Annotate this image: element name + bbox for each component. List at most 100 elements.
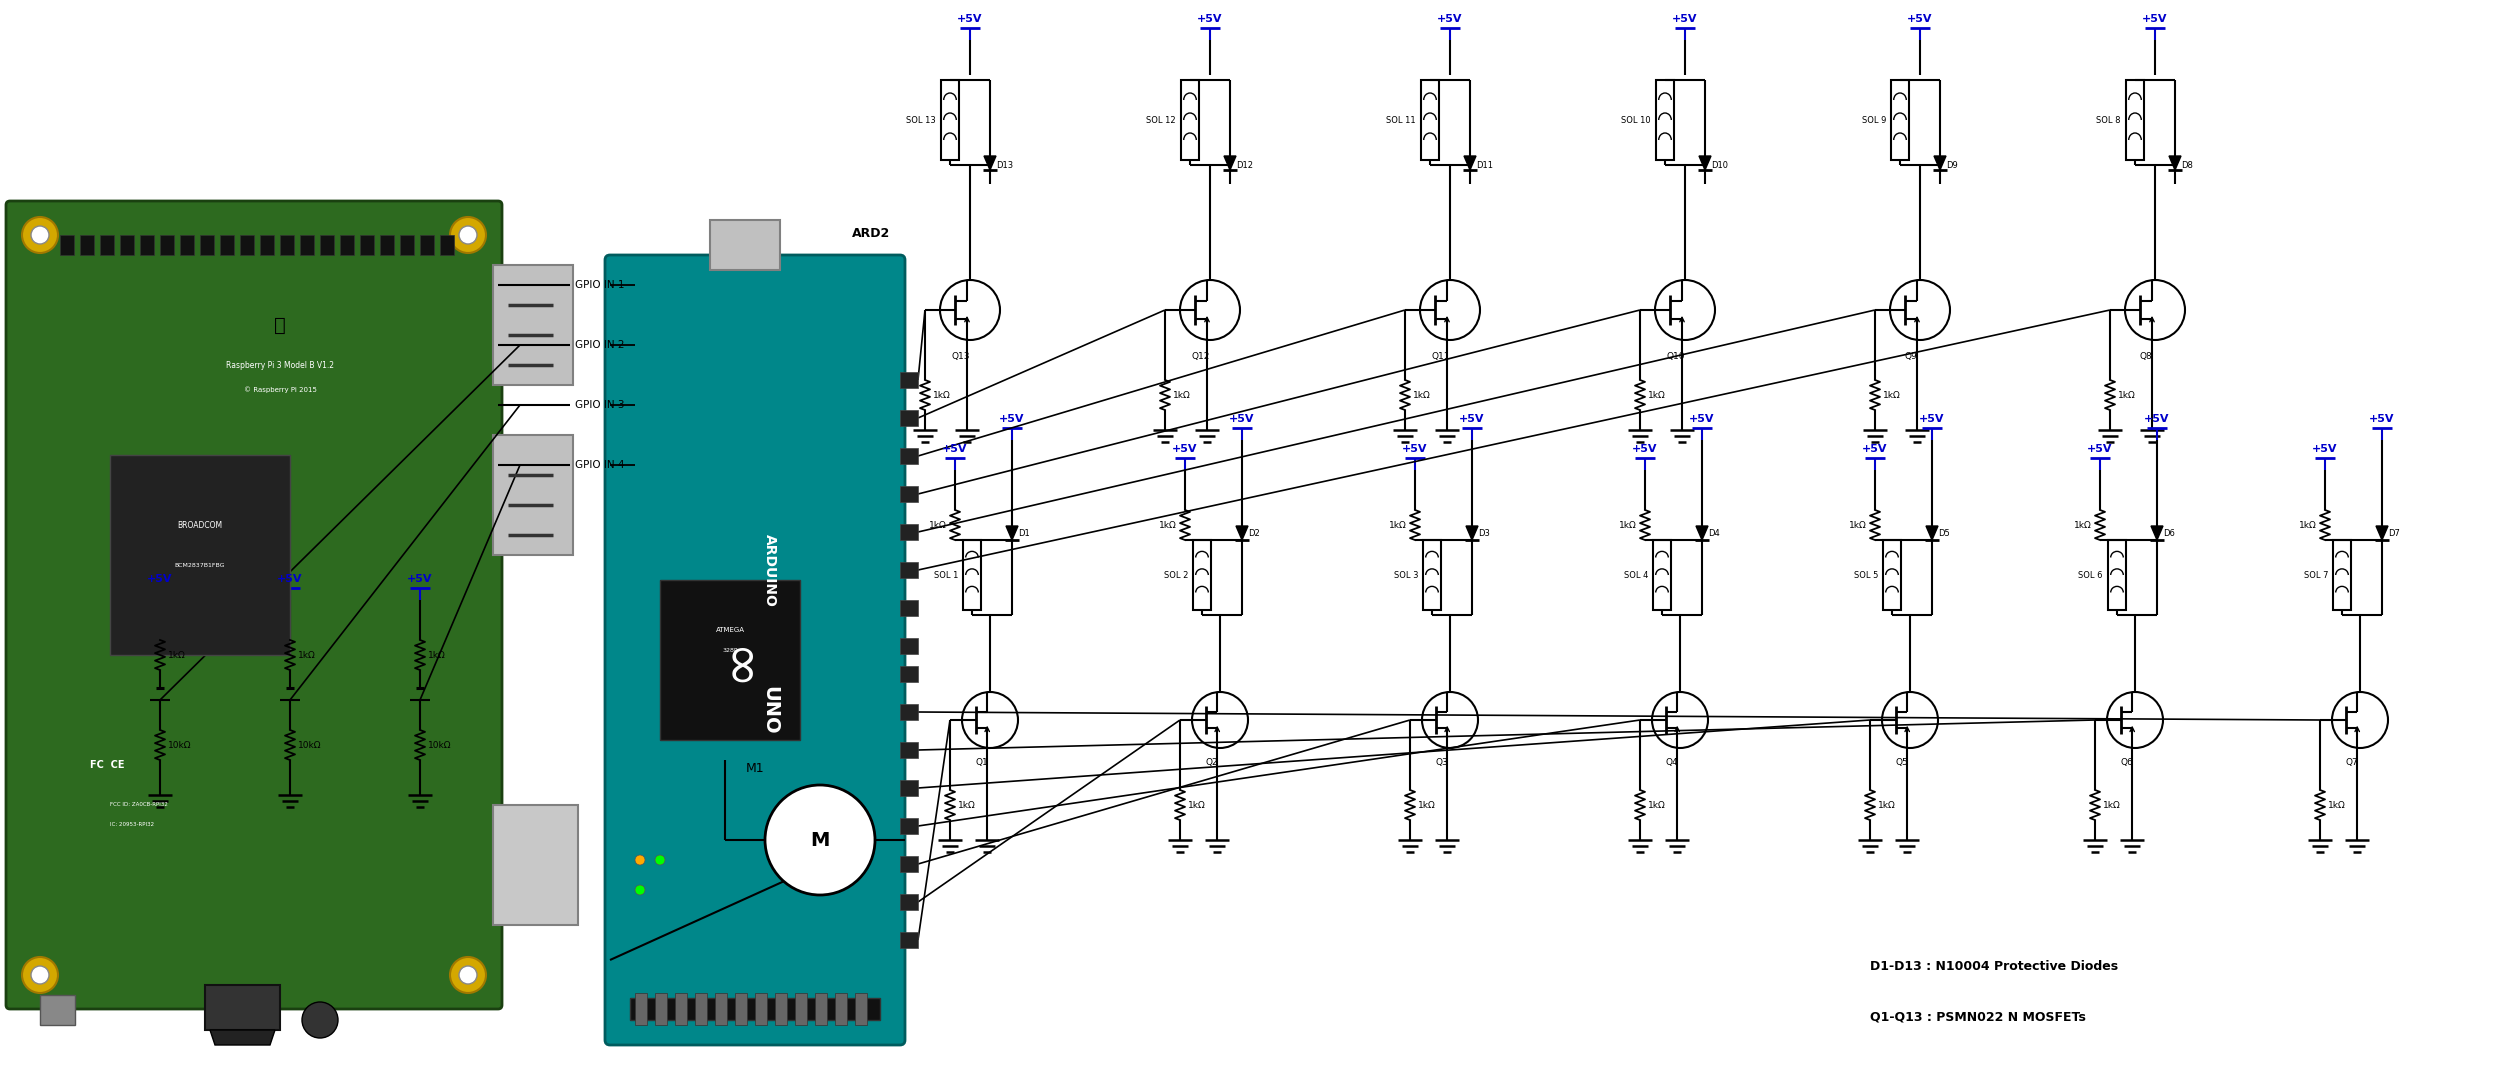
Text: D8: D8 [2181, 160, 2194, 170]
Text: Q7: Q7 [2346, 758, 2359, 767]
Circle shape [636, 885, 646, 895]
Text: Q11: Q11 [1432, 352, 1450, 361]
Bar [661, 580, 799, 740]
Bar [942, 80, 959, 160]
Bar [711, 220, 781, 270]
Text: 1kΩ: 1kΩ [2329, 800, 2346, 810]
Bar [899, 894, 919, 910]
Text: 🍓: 🍓 [273, 315, 285, 335]
Text: +5V: +5V [1633, 444, 1658, 455]
Circle shape [23, 217, 58, 253]
Polygon shape [2151, 526, 2163, 540]
Text: D10: D10 [1710, 160, 1728, 170]
Text: 1kΩ: 1kΩ [1172, 390, 1192, 400]
Polygon shape [2376, 526, 2389, 540]
Bar [899, 410, 919, 426]
Text: SOL 13: SOL 13 [906, 116, 936, 124]
Text: +5V: +5V [1690, 414, 1715, 424]
Text: 1kΩ: 1kΩ [298, 651, 316, 659]
Bar [220, 235, 233, 255]
Bar [656, 993, 666, 1025]
Text: 1kΩ: 1kΩ [1412, 390, 1430, 400]
Text: Q1-Q13 : PSMN022 N MOSFETs: Q1-Q13 : PSMN022 N MOSFETs [1870, 1010, 2086, 1024]
Text: 10kΩ: 10kΩ [428, 740, 451, 750]
Text: 1kΩ: 1kΩ [2073, 521, 2091, 530]
Bar [1422, 540, 1440, 610]
Text: +5V: +5V [2088, 444, 2113, 455]
Text: Q8: Q8 [2138, 352, 2153, 361]
Text: D1: D1 [1019, 529, 1029, 537]
Bar [716, 993, 726, 1025]
Text: SOL 12: SOL 12 [1147, 116, 1177, 124]
Bar [899, 666, 919, 682]
Bar [1192, 540, 1212, 610]
Text: 1kΩ: 1kΩ [1187, 800, 1207, 810]
Bar [140, 235, 155, 255]
Text: GPIO IN 4: GPIO IN 4 [576, 460, 623, 470]
Text: 1kΩ: 1kΩ [1850, 521, 1868, 530]
Text: SOL 6: SOL 6 [2078, 570, 2103, 580]
Bar [40, 995, 75, 1025]
Bar [696, 993, 706, 1025]
Text: +5V: +5V [2369, 414, 2394, 424]
Bar [60, 235, 75, 255]
Polygon shape [1224, 156, 1237, 170]
Bar [160, 235, 173, 255]
Bar [899, 638, 919, 654]
Bar [834, 993, 846, 1025]
Bar [300, 235, 313, 255]
Bar [899, 486, 919, 502]
Circle shape [451, 957, 486, 993]
Text: +5V: +5V [1863, 444, 1888, 455]
Text: +5V: +5V [148, 574, 173, 584]
Text: Q9: Q9 [1906, 352, 1918, 361]
Bar [631, 998, 879, 1020]
Bar [776, 993, 786, 1025]
Text: 1kΩ: 1kΩ [1648, 390, 1665, 400]
Bar [493, 806, 578, 925]
Text: ATMEGA: ATMEGA [716, 627, 744, 633]
Text: SOL 11: SOL 11 [1387, 116, 1415, 124]
Bar [794, 993, 806, 1025]
Text: 1kΩ: 1kΩ [934, 390, 952, 400]
Bar [180, 235, 193, 255]
Text: SOL 7: SOL 7 [2304, 570, 2329, 580]
Text: M: M [811, 831, 829, 849]
Bar [2108, 540, 2126, 610]
Bar [899, 818, 919, 834]
Text: GPIO IN 3: GPIO IN 3 [576, 400, 623, 410]
Bar [1182, 80, 1199, 160]
Text: Q10: Q10 [1668, 352, 1685, 361]
Text: SOL 4: SOL 4 [1623, 570, 1648, 580]
Circle shape [23, 957, 58, 993]
Bar [361, 235, 373, 255]
Text: 1kΩ: 1kΩ [1417, 800, 1435, 810]
Circle shape [451, 217, 486, 253]
Polygon shape [1465, 526, 1477, 540]
Text: IC: 20953-RPI32: IC: 20953-RPI32 [110, 823, 155, 827]
Text: GPIO IN 1: GPIO IN 1 [576, 280, 623, 290]
Bar [200, 235, 213, 255]
Text: +5V: +5V [1402, 444, 1427, 455]
Bar [2126, 80, 2143, 160]
Bar [899, 448, 919, 464]
Text: GPIO IN 2: GPIO IN 2 [576, 340, 623, 350]
Polygon shape [1007, 526, 1019, 540]
Text: D9: D9 [1946, 160, 1958, 170]
Text: 1kΩ: 1kΩ [1620, 521, 1638, 530]
Bar [341, 235, 353, 255]
Bar [814, 993, 826, 1025]
Bar [1883, 540, 1901, 610]
Bar [899, 600, 919, 616]
Polygon shape [1933, 156, 1946, 170]
Bar [636, 993, 646, 1025]
Text: 10kΩ: 10kΩ [298, 740, 321, 750]
Text: Q13: Q13 [952, 352, 969, 361]
Text: 1kΩ: 1kΩ [1648, 800, 1665, 810]
Bar [401, 235, 413, 255]
Bar [2334, 540, 2351, 610]
Text: 1kΩ: 1kΩ [929, 521, 947, 530]
Bar [205, 985, 280, 1030]
Text: D4: D4 [1708, 529, 1720, 537]
Text: ARD2: ARD2 [851, 227, 889, 240]
